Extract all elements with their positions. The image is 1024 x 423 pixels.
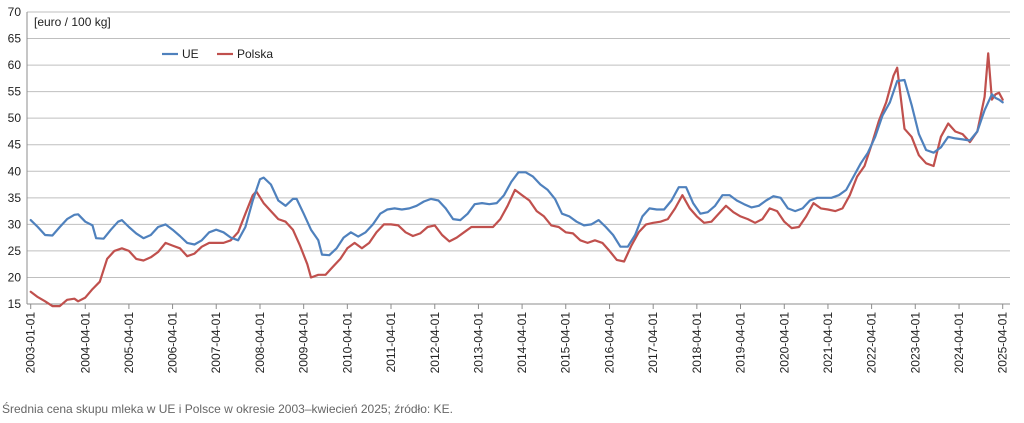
- series-line-polska: [29, 52, 1004, 308]
- x-tick-label: 2017-04-01: [646, 312, 660, 374]
- x-tick-label: 2024-04-01: [952, 312, 966, 374]
- y-tick-label: 40: [8, 164, 22, 178]
- series-line-ue: [29, 78, 1004, 257]
- x-tick-label: 2020-04-01: [777, 312, 791, 374]
- x-tick-label: 2025-04-01: [996, 312, 1010, 374]
- y-tick-label: 30: [8, 217, 22, 231]
- series-lines: [29, 52, 1004, 308]
- x-tick-label: 2023-04-01: [908, 312, 922, 374]
- x-tick-label: 2011-04-01: [384, 312, 398, 373]
- x-tick-label: 2022-04-01: [865, 312, 879, 374]
- gridlines: [27, 11, 1010, 305]
- y-tick-label: 65: [8, 32, 22, 46]
- x-tick-label: 2019-04-01: [734, 312, 748, 374]
- y-tick-label: 35: [8, 191, 22, 205]
- x-tick-label: 2016-04-01: [603, 312, 617, 374]
- x-tick-label: 2004-04-01: [78, 312, 92, 374]
- y-tick-label: 70: [8, 5, 22, 19]
- legend-label-ue: UE: [182, 47, 199, 61]
- x-tick-label: 2013-04-01: [471, 312, 485, 374]
- y-tick-label: 15: [8, 297, 22, 311]
- x-tick-label: 2009-04-01: [297, 312, 311, 374]
- y-axis: 15 20 25 30 35 40 45 50 55 60 65 70: [8, 5, 28, 311]
- x-tick-label: 2010-04-01: [340, 312, 354, 374]
- x-tick-label: 2003-01-01: [24, 312, 38, 374]
- x-tick-label: 2012-04-01: [428, 312, 442, 374]
- x-tick-label: 2006-04-01: [166, 312, 180, 374]
- line-chart: 15 20 25 30 35 40 45 50 55 60 65 70 2003-01-01 2004-…: [8, 5, 1010, 374]
- y-tick-label: 20: [8, 270, 22, 284]
- y-tick-label: 45: [8, 138, 22, 152]
- y-tick-label: 25: [8, 244, 22, 258]
- x-axis: 2003-01-01 2004-04-01 2005-04-01 2006-04-01…: [24, 303, 1010, 374]
- figure-caption: Średnia cena skupu mleka w UE i Polsce w…: [2, 402, 453, 416]
- x-tick-label: 2015-04-01: [559, 312, 573, 374]
- y-tick-label: 50: [8, 111, 22, 125]
- x-tick-label: 2007-04-01: [209, 312, 223, 374]
- x-tick-label: 2014-04-01: [515, 312, 529, 374]
- y-tick-label: 55: [8, 85, 22, 99]
- y-axis-label: [euro / 100 kg]: [34, 15, 111, 29]
- legend: UE Polska: [162, 47, 273, 61]
- x-tick-label: 2005-04-01: [122, 312, 136, 374]
- x-tick-label: 2021-04-01: [821, 312, 835, 374]
- y-tick-label: 60: [8, 58, 22, 72]
- x-tick-label: 2008-04-01: [253, 312, 267, 374]
- legend-label-polska: Polska: [237, 47, 273, 61]
- x-tick-label: 2018-04-01: [690, 312, 704, 374]
